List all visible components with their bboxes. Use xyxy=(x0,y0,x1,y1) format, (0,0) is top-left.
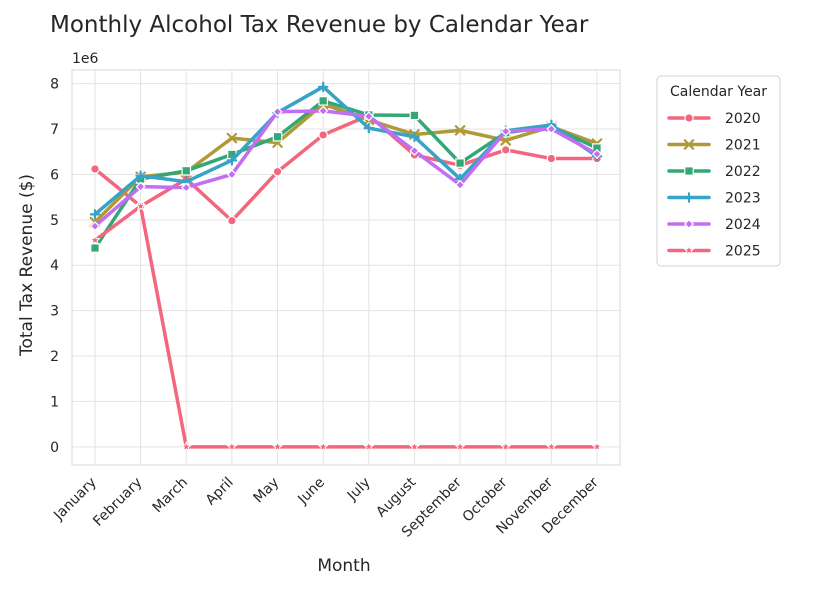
data-point-2025-march xyxy=(180,440,192,452)
data-point-2022-september xyxy=(455,158,465,168)
legend-label-2025: 2025 xyxy=(725,244,761,260)
data-point-2025-october xyxy=(500,440,512,452)
legend-label-2023: 2023 xyxy=(725,191,761,207)
data-point-2024-november xyxy=(546,123,557,135)
data-point-2023-august xyxy=(409,131,420,143)
series-2025 xyxy=(89,200,603,452)
data-point-2025-may xyxy=(271,440,284,452)
y-axis-offset-label: 1e6 xyxy=(72,51,99,67)
x-tick-label-july: July xyxy=(344,475,374,505)
data-point-2020-january xyxy=(90,164,100,174)
legend-item-2025: 2025 xyxy=(667,244,761,260)
data-point-2024-october xyxy=(500,126,511,137)
y-tick-label-0: 0 xyxy=(50,440,59,456)
data-point-2024-june xyxy=(318,105,329,116)
legend-item-2023: 2023 xyxy=(667,191,761,207)
data-point-2023-june xyxy=(317,81,329,93)
legend-marker-2025 xyxy=(683,244,695,256)
data-point-2024-august xyxy=(409,145,420,156)
data-point-2023-january xyxy=(89,209,101,220)
legend-label-2024: 2024 xyxy=(725,217,761,233)
legend-marker-2021 xyxy=(683,139,695,150)
x-axis-label: Month xyxy=(317,556,370,576)
data-point-2020-june xyxy=(318,130,328,140)
x-tick-label-august: August xyxy=(373,474,419,520)
series-line-2024 xyxy=(93,109,599,228)
y-tick-label-8: 8 xyxy=(50,77,59,93)
data-point-2024-january xyxy=(89,221,101,232)
legend-label-2022: 2022 xyxy=(725,164,761,180)
chart-title: Monthly Alcohol Tax Revenue by Calendar … xyxy=(50,12,589,38)
data-point-2020-november xyxy=(546,153,557,164)
legend-title: Calendar Year xyxy=(670,84,767,100)
data-point-2024-march xyxy=(181,182,192,193)
y-tick-label-3: 3 xyxy=(50,304,59,320)
x-tick-label-march: March xyxy=(150,475,191,516)
y-tick-label-5: 5 xyxy=(50,213,59,229)
data-point-2023-april xyxy=(226,155,238,166)
x-tick-label-june: June xyxy=(294,475,328,509)
x-tick-label-february: February xyxy=(90,475,145,530)
y-tick-label-2: 2 xyxy=(50,349,59,365)
data-point-2023-july xyxy=(363,122,375,134)
data-point-2024-may xyxy=(272,106,283,117)
x-tick-label-april: April xyxy=(203,475,237,509)
data-point-2025-july xyxy=(363,440,375,452)
legend: Calendar Year 2020 2021 2022 2023 2024 2025 xyxy=(656,75,781,267)
data-point-2022-august xyxy=(409,110,420,121)
legend-label-2021: 2021 xyxy=(725,138,761,154)
data-point-2022-june xyxy=(318,96,328,106)
legend-item-2020: 2020 xyxy=(667,111,761,127)
data-point-2025-september xyxy=(454,440,466,452)
y-axis-label: Total Tax Revenue ($) xyxy=(17,174,37,357)
series-2024 xyxy=(89,105,603,232)
data-point-2024-december xyxy=(591,148,603,160)
data-point-2021-october xyxy=(500,135,512,146)
data-point-2024-september xyxy=(455,179,466,190)
data-point-2025-april xyxy=(226,440,238,452)
y-tick-label-4: 4 xyxy=(50,258,59,274)
data-point-2025-december xyxy=(591,440,603,452)
series-line-2025 xyxy=(93,204,599,449)
data-point-2025-january xyxy=(89,234,101,246)
legend-item-2024: 2024 xyxy=(667,217,761,233)
data-point-2024-april xyxy=(226,169,237,180)
data-point-2022-january xyxy=(90,243,100,253)
legend-marker-2024 xyxy=(683,218,695,230)
data-point-2020-april xyxy=(227,215,237,226)
plot-background xyxy=(71,69,621,466)
y-tick-label-6: 6 xyxy=(50,167,59,183)
y-tick-label-7: 7 xyxy=(50,122,59,138)
legend-box xyxy=(656,75,781,267)
x-tick-label-may: May xyxy=(251,475,283,507)
legend-item-2022: 2022 xyxy=(667,164,761,180)
data-point-2025-june xyxy=(317,440,329,452)
data-point-2022-march xyxy=(181,165,192,176)
data-point-2025-august xyxy=(408,440,421,452)
data-point-2021-april xyxy=(226,132,238,144)
data-point-2024-february xyxy=(135,181,146,192)
data-point-2021-september xyxy=(454,125,466,136)
data-point-2025-november xyxy=(545,440,557,452)
legend-item-2021: 2021 xyxy=(667,138,761,154)
data-point-2020-october xyxy=(500,145,511,155)
legend-marker-2023 xyxy=(683,192,695,203)
data-point-2022-may xyxy=(272,131,283,142)
legend-marker-2022 xyxy=(684,166,694,176)
legend-label-2020: 2020 xyxy=(725,111,761,127)
y-tick-label-1: 1 xyxy=(50,394,59,410)
legend-marker-2020 xyxy=(684,113,694,123)
data-point-2025-february xyxy=(135,200,147,211)
data-point-2024-july xyxy=(363,111,374,122)
data-point-2023-february xyxy=(135,170,146,182)
data-point-2020-may xyxy=(272,166,283,177)
series-line-2020 xyxy=(93,113,599,223)
